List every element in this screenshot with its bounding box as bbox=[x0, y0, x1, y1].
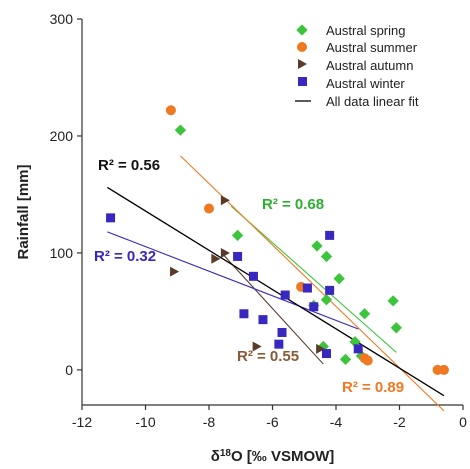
point-winter bbox=[274, 339, 284, 349]
fit-line-winter bbox=[107, 231, 359, 330]
point-winter bbox=[277, 327, 287, 337]
point-winter bbox=[321, 349, 331, 359]
point-autumn bbox=[170, 266, 180, 277]
legend-item-autumn: Austral autumn bbox=[298, 58, 413, 73]
point-winter bbox=[280, 290, 290, 300]
legend-label-summer: Austral summer bbox=[326, 40, 418, 55]
x-tick-label: -2 bbox=[393, 414, 406, 430]
point-summer bbox=[165, 105, 176, 116]
r2-label-winter: R² = 0.32 bbox=[94, 248, 156, 265]
legend-label-fit: All data linear fit bbox=[326, 94, 419, 109]
legend-marker-summer bbox=[297, 42, 307, 52]
y-axis-label: Rainfall [mm] bbox=[15, 164, 32, 259]
point-spring bbox=[174, 124, 187, 136]
x-tick-label: 0 bbox=[459, 414, 467, 430]
point-winter bbox=[106, 213, 116, 223]
x-tick-label: -4 bbox=[330, 414, 343, 430]
x-axis-label: δ18O [‰ VSMOW] bbox=[211, 448, 335, 466]
x-ticks: -12 -10 -8 -6 -4 -2 0 bbox=[72, 405, 467, 430]
point-spring bbox=[390, 322, 402, 334]
point-winter bbox=[248, 271, 258, 281]
fit-line-all bbox=[107, 186, 445, 397]
r2-label-autumn: R² = 0.55 bbox=[237, 348, 299, 365]
x-tick-label: -10 bbox=[135, 414, 155, 430]
fit-lines bbox=[107, 155, 445, 412]
r2-label-spring: R² = 0.68 bbox=[262, 196, 324, 213]
point-spring bbox=[231, 229, 244, 242]
x-tick-label: -6 bbox=[266, 414, 279, 430]
x-axis-label-suffix: O [‰ VSMOW] bbox=[231, 448, 334, 465]
r2-label-summer: R² = 0.89 bbox=[342, 379, 404, 396]
point-winter bbox=[302, 283, 312, 293]
point-spring bbox=[358, 308, 371, 320]
point-winter bbox=[309, 302, 319, 312]
legend-label-spring: Austral spring bbox=[326, 23, 405, 38]
point-spring bbox=[320, 294, 333, 306]
y-tick-label: 300 bbox=[50, 11, 74, 27]
x-tick-label: -8 bbox=[203, 414, 216, 430]
point-summer bbox=[204, 203, 214, 214]
x-tick-label: -12 bbox=[72, 414, 92, 430]
fit-line-autumn bbox=[221, 252, 324, 365]
legend-item-spring: Austral spring bbox=[296, 23, 405, 38]
legend-label-winter: Austral winter bbox=[326, 76, 405, 91]
y-tick-label: 200 bbox=[50, 128, 74, 144]
point-summer bbox=[362, 355, 373, 366]
point-winter bbox=[233, 251, 243, 261]
legend-item-winter: Austral winter bbox=[298, 76, 405, 91]
y-tick-label: 0 bbox=[65, 362, 73, 378]
legend-label-autumn: Austral autumn bbox=[326, 58, 413, 73]
point-autumn bbox=[316, 343, 326, 354]
point-spring bbox=[320, 250, 333, 263]
legend: Austral spring Austral summer Austral au… bbox=[295, 23, 419, 109]
point-spring bbox=[387, 295, 399, 307]
point-autumn bbox=[220, 195, 230, 206]
point-winter bbox=[325, 285, 335, 295]
point-winter bbox=[353, 344, 363, 354]
legend-marker-winter bbox=[298, 77, 307, 86]
point-autumn bbox=[220, 247, 230, 258]
legend-marker-spring bbox=[296, 24, 308, 36]
legend-item-fit: All data linear fit bbox=[295, 94, 419, 109]
fit-line-summer bbox=[180, 155, 445, 412]
point-summer bbox=[438, 364, 449, 375]
legend-marker-autumn bbox=[298, 59, 307, 69]
r2-label-overall: R² = 0.56 bbox=[98, 157, 160, 174]
point-spring bbox=[333, 273, 345, 285]
r2-labels: R² = 0.56 R² = 0.68 R² = 0.32 R² = 0.55 R² =… bbox=[94, 157, 404, 396]
point-winter bbox=[258, 315, 268, 325]
point-autumn bbox=[211, 253, 221, 264]
y-ticks: 0 100 200 300 bbox=[50, 11, 82, 378]
point-spring bbox=[339, 353, 352, 366]
y-tick-label: 100 bbox=[50, 245, 74, 261]
x-axis-label-prefix: δ bbox=[211, 448, 220, 465]
point-autumn bbox=[252, 341, 262, 352]
x-axis-label-sup: 18 bbox=[220, 448, 232, 459]
data-points bbox=[106, 105, 449, 375]
point-spring bbox=[311, 240, 323, 252]
point-winter bbox=[239, 309, 249, 319]
legend-item-summer: Austral summer bbox=[297, 40, 418, 55]
point-winter bbox=[325, 230, 335, 240]
fit-line-spring bbox=[230, 205, 397, 353]
